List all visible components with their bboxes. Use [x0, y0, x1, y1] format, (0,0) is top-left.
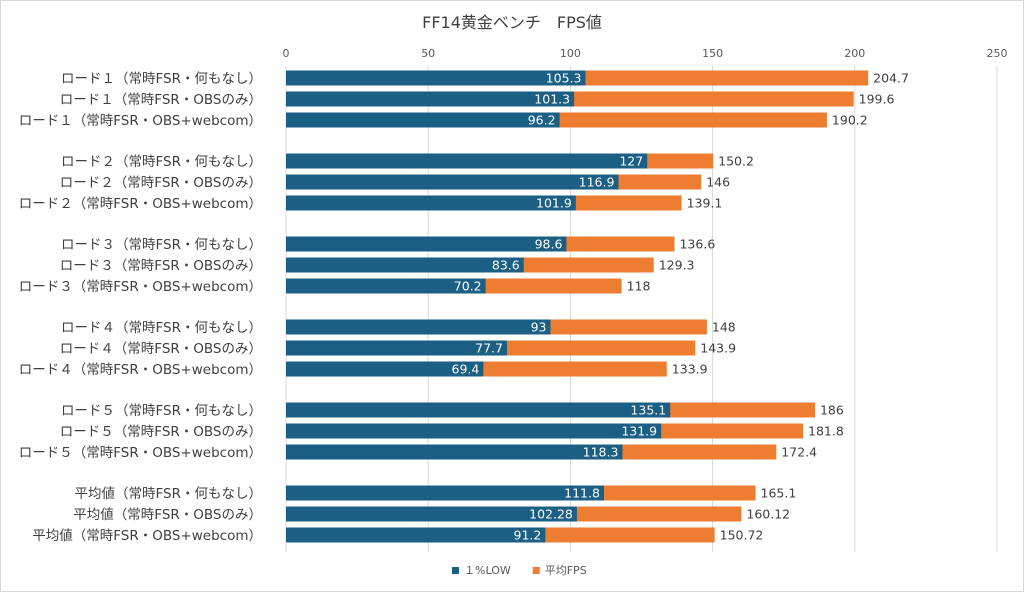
bar-1pct-low — [286, 340, 507, 356]
bar-1pct-low — [286, 195, 576, 211]
bar-1pct-low — [286, 485, 604, 501]
bar-1pct-low — [286, 444, 623, 460]
category-label: ロード２（常時FSR・何もなし） — [61, 154, 262, 170]
bar-1pct-low — [286, 506, 577, 522]
bar-1pct-low — [286, 319, 551, 335]
data-label-avg-fps: 204.7 — [873, 71, 909, 86]
category-label: ロード４（常時FSR・OBSのみ） — [60, 341, 262, 357]
data-label-1pct-low: 131.9 — [621, 424, 657, 439]
data-label-1pct-low: 93 — [531, 320, 547, 335]
data-label-1pct-low: 116.9 — [579, 175, 615, 190]
data-label-avg-fps: 199.6 — [859, 92, 895, 107]
data-label-1pct-low: 91.2 — [514, 528, 542, 543]
legend-label: １%LOW — [464, 564, 511, 577]
x-axis-ticks: 0 50 100 150 200 250 — [283, 47, 1008, 60]
data-label-avg-fps: 143.9 — [700, 341, 736, 356]
category-labels: ロード１（常時FSR・何もなし） ロード１（常時FSR・OBSのみ） ロード１（常時… — [19, 71, 262, 544]
x-tick-label: 250 — [987, 47, 1008, 60]
x-tick-label: 150 — [702, 47, 723, 60]
category-label: 平均値（常時FSR・OBS+webcom） — [32, 528, 262, 544]
data-label-1pct-low: 127 — [619, 154, 643, 169]
x-tick-label: 100 — [560, 47, 581, 60]
category-label: ロード３（常時FSR・OBS+webcom） — [19, 279, 262, 295]
category-label: ロード２（常時FSR・OBSのみ） — [60, 175, 262, 191]
bar-1pct-low — [286, 153, 648, 169]
bar-1pct-low — [286, 236, 567, 252]
category-label: ロード５（常時FSR・OBS+webcom） — [19, 445, 262, 461]
category-label: ロード５（常時FSR・何もなし） — [61, 403, 262, 419]
data-label-1pct-low: 118.3 — [583, 445, 619, 460]
bar-1pct-low — [286, 361, 484, 377]
category-label: ロード３（常時FSR・何もなし） — [61, 237, 262, 253]
bar-1pct-low — [286, 91, 575, 107]
data-label-avg-fps: 160.12 — [746, 507, 790, 522]
data-label-avg-fps: 186 — [820, 403, 844, 418]
x-tick-label: 0 — [283, 47, 290, 60]
category-label: ロード４（常時FSR・何もなし） — [61, 320, 262, 336]
x-tick-label: 50 — [421, 47, 435, 60]
category-label: ロード５（常時FSR・OBSのみ） — [60, 424, 262, 440]
data-label-1pct-low: 111.8 — [564, 486, 600, 501]
data-label-1pct-low: 105.3 — [546, 71, 582, 86]
data-label-avg-fps: 148 — [712, 320, 736, 335]
data-label-avg-fps: 150.2 — [718, 154, 754, 169]
data-label-1pct-low: 70.2 — [454, 279, 482, 294]
legend: １%LOW 平均FPS — [452, 564, 587, 577]
data-label-1pct-low: 96.2 — [528, 113, 556, 128]
data-label-avg-fps: 165.1 — [761, 486, 797, 501]
data-label-avg-fps: 150.72 — [720, 528, 764, 543]
legend-swatch — [452, 567, 459, 574]
category-label: ロード３（常時FSR・OBSのみ） — [60, 258, 262, 274]
bar-1pct-low — [286, 174, 619, 190]
data-label-1pct-low: 135.1 — [630, 403, 666, 418]
gridlines — [285, 66, 998, 552]
bar-1pct-low — [286, 278, 486, 294]
data-label-avg-fps: 129.3 — [659, 258, 695, 273]
category-label: ロード１（常時FSR・何もなし） — [61, 71, 262, 87]
data-label-avg-fps: 139.1 — [687, 196, 723, 211]
legend-swatch — [532, 567, 540, 574]
legend-label: 平均FPS — [545, 564, 587, 577]
category-label: 平均値（常時FSR・OBSのみ） — [73, 507, 262, 523]
data-label-avg-fps: 118 — [627, 279, 651, 294]
bar-1pct-low — [286, 70, 586, 86]
bar-1pct-low — [286, 527, 546, 543]
chart-title: FF14黄金ベンチ FPS値 — [422, 13, 602, 32]
data-label-1pct-low: 83.6 — [492, 258, 520, 273]
category-label: ロード４（常時FSR・OBS+webcom） — [19, 362, 262, 378]
data-label-avg-fps: 181.8 — [808, 424, 844, 439]
data-label-1pct-low: 69.4 — [452, 362, 480, 377]
data-label-1pct-low: 77.7 — [475, 341, 503, 356]
data-label-avg-fps: 136.6 — [679, 237, 715, 252]
bars: 105.3 204.7 101.3 199.6 96.2 190.2 127 150.2 116… — [286, 70, 909, 543]
category-label: ロード１（常時FSR・OBS+webcom） — [19, 113, 262, 129]
x-tick-label: 200 — [844, 47, 865, 60]
category-label: ロード１（常時FSR・OBSのみ） — [60, 92, 262, 108]
data-label-avg-fps: 190.2 — [832, 113, 868, 128]
category-label: ロード２（常時FSR・OBS+webcom） — [19, 196, 262, 212]
data-label-avg-fps: 172.4 — [781, 445, 817, 460]
data-label-1pct-low: 101.3 — [534, 92, 570, 107]
data-label-1pct-low: 98.6 — [535, 237, 563, 252]
data-label-avg-fps: 146 — [706, 175, 730, 190]
bar-1pct-low — [286, 257, 524, 273]
bar-1pct-low — [286, 423, 662, 439]
bar-1pct-low — [286, 402, 671, 418]
category-label: 平均値（常時FSR・何もなし） — [75, 486, 262, 502]
data-label-1pct-low: 101.9 — [536, 196, 572, 211]
bar-1pct-low — [286, 112, 560, 128]
data-label-avg-fps: 133.9 — [672, 362, 708, 377]
data-label-1pct-low: 102.28 — [529, 507, 573, 522]
